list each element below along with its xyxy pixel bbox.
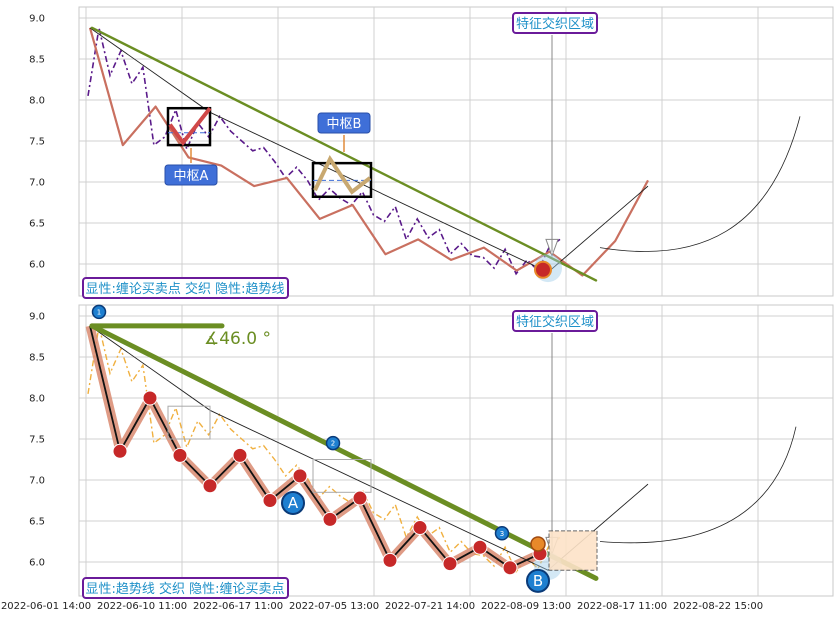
bi-vertex-marker bbox=[322, 511, 338, 527]
zhongshu-label-box bbox=[164, 164, 218, 186]
zhongshu-box-b bbox=[312, 459, 372, 493]
key-point-marker bbox=[281, 490, 305, 515]
y-tick-label: 7.5 bbox=[29, 137, 45, 148]
x-tick-label: 2022-06-17 11:00 bbox=[193, 601, 283, 612]
price-series-line bbox=[87, 27, 561, 276]
plot-area bbox=[78, 6, 834, 297]
y-tick-label: 6.0 bbox=[29, 260, 45, 271]
zhongshu-box-a bbox=[166, 106, 212, 147]
x-tick-label: 2022-06-01 14:00 bbox=[1, 601, 91, 612]
trend-touch-number: 3 bbox=[500, 530, 504, 538]
x-tick-label: 2022-07-21 14:00 bbox=[385, 601, 475, 612]
segment-line bbox=[89, 27, 649, 273]
x-tick-label: 2022-08-22 15:00 bbox=[673, 601, 763, 612]
bi-vertex-marker bbox=[502, 560, 518, 576]
y-tick-label: 7.5 bbox=[29, 435, 45, 446]
y-tick-label: 9.0 bbox=[29, 14, 45, 25]
signal-marker bbox=[530, 536, 546, 552]
signal-zone-box bbox=[548, 530, 598, 571]
zhongshu-label: 中枢A bbox=[174, 169, 209, 184]
bi-vertex-marker bbox=[472, 539, 488, 555]
bi-vertex-marker bbox=[142, 390, 158, 406]
trend-touch-marker bbox=[325, 435, 341, 451]
bi-stroke-line bbox=[89, 325, 541, 569]
y-tick-label: 8.5 bbox=[29, 353, 45, 364]
bi-vertex-marker bbox=[232, 447, 248, 463]
region-badge-label: 特征交织区域 bbox=[516, 16, 594, 32]
key-point-marker bbox=[526, 568, 550, 593]
zhongshu-label-box bbox=[317, 112, 371, 134]
trend-touch-marker bbox=[91, 304, 107, 320]
x-tick-label: 2022-06-10 11:00 bbox=[97, 601, 187, 612]
bi-vertex-marker bbox=[412, 520, 428, 536]
region-badge-label: 特征交织区域 bbox=[516, 314, 594, 330]
y-tick-label: 9.0 bbox=[29, 312, 45, 323]
y-tick-label: 6.5 bbox=[29, 517, 45, 528]
region-badge bbox=[512, 310, 598, 332]
y-tick-label: 7.0 bbox=[29, 178, 45, 189]
trend-touch-number: 2 bbox=[331, 440, 335, 448]
bi-vertex-marker bbox=[262, 493, 278, 508]
bi-vertex-marker bbox=[292, 468, 308, 484]
forecast-arc bbox=[599, 116, 801, 252]
y-tick-label: 7.0 bbox=[29, 476, 45, 487]
trend-touch-marker bbox=[494, 526, 510, 541]
zhongshu-box-a bbox=[167, 405, 211, 440]
zhongshu-label: 中枢B bbox=[327, 117, 362, 132]
region-badge bbox=[512, 12, 598, 34]
y-tick-label: 8.0 bbox=[29, 96, 45, 107]
trend-line bbox=[89, 323, 599, 581]
x-tick-label: 2022-08-09 13:00 bbox=[481, 601, 571, 612]
region-arrow bbox=[545, 35, 559, 258]
bi-stroke-line bbox=[88, 27, 649, 277]
x-axis: 2022-06-01 14:00 2022-06-10 11:00 2022-06-… bbox=[1, 601, 763, 612]
y-tick-label: 8.0 bbox=[29, 394, 45, 405]
y-tick-label: 6.5 bbox=[29, 219, 45, 230]
zhongshu-stroke bbox=[168, 106, 212, 146]
bi-vertex-marker bbox=[442, 556, 458, 572]
bi-vertex-marker bbox=[202, 478, 218, 494]
segment-line bbox=[89, 325, 649, 571]
x-tick-label: 2022-07-05 13:00 bbox=[289, 601, 379, 612]
legend-label: 显性:趋势线 交织 隐性:缠论买卖点 bbox=[85, 581, 284, 597]
plot-area bbox=[78, 304, 834, 597]
key-point-label: B bbox=[533, 572, 543, 590]
y-tick-label: 8.5 bbox=[29, 55, 45, 66]
legend-label: 显性:缠论买卖点 交织 隐性:趋势线 bbox=[85, 281, 284, 297]
legend-badge bbox=[82, 277, 289, 299]
zhongshu-stroke bbox=[313, 155, 372, 195]
bi-vertex-marker bbox=[352, 490, 368, 506]
angle-label: ∡46.0 ° bbox=[204, 329, 271, 349]
trend-line bbox=[90, 26, 598, 282]
y-tick-label: 6.0 bbox=[29, 558, 45, 569]
key-point-label: A bbox=[288, 494, 299, 512]
forecast-arc bbox=[599, 426, 797, 544]
bi-vertex-marker bbox=[172, 447, 188, 463]
x-tick-label: 2022-08-17 11:00 bbox=[577, 601, 667, 612]
bi-vertex-marker bbox=[382, 552, 398, 568]
buy-point-marker bbox=[534, 260, 552, 279]
trend-touch-number: 1 bbox=[97, 308, 101, 316]
legend-badge bbox=[82, 577, 289, 599]
bi-vertex-marker bbox=[112, 443, 128, 459]
